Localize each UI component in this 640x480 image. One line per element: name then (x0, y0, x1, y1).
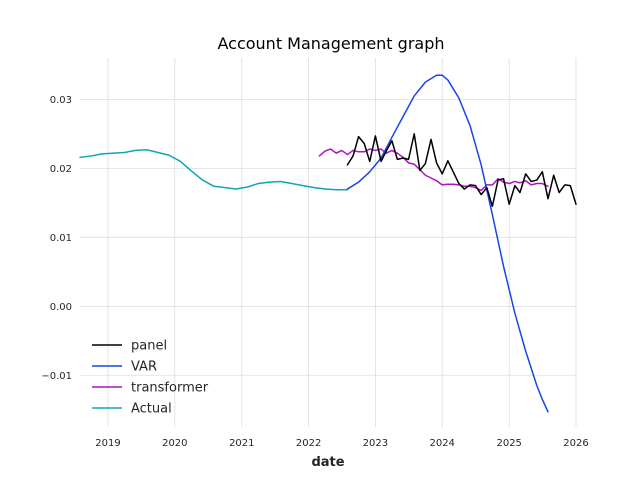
series-layer (79, 74, 577, 413)
series-line-var (346, 74, 549, 413)
legend-label-var: VAR (131, 360, 157, 375)
y-tick-label: 0.01 (50, 233, 72, 244)
series-line-panel (346, 133, 577, 208)
y-tick-label: 0.02 (50, 164, 72, 175)
x-tick-label: 2024 (429, 438, 454, 449)
x-tick-label: 2022 (296, 438, 321, 449)
series-line-transformer (318, 148, 549, 192)
x-tick-label: 2023 (363, 438, 388, 449)
x-tick-label: 2026 (563, 438, 588, 449)
chart-title: Account Management graph (217, 34, 444, 53)
y-tick-label: 0.00 (50, 302, 72, 313)
x-tick-label: 2021 (229, 438, 254, 449)
y-axis-ticks: −0.01 0.00 0.01 0.02 0.03 (41, 95, 72, 382)
x-axis-ticks: 2019 2020 2021 2022 2023 2024 2025 2026 (95, 438, 588, 449)
x-tick-label: 2020 (162, 438, 187, 449)
x-tick-label: 2025 (496, 438, 521, 449)
legend-label-panel: panel (131, 339, 167, 354)
legend-label-actual: Actual (131, 402, 172, 417)
legend: panel VAR transformer Actual (92, 339, 209, 417)
y-tick-label: 0.03 (50, 95, 72, 106)
x-axis-label: date (311, 455, 344, 470)
legend-label-transformer: transformer (131, 381, 209, 396)
y-tick-label: −0.01 (41, 371, 72, 382)
x-tick-label: 2019 (95, 438, 120, 449)
grid (80, 58, 577, 427)
series-line-actual (79, 148, 349, 191)
